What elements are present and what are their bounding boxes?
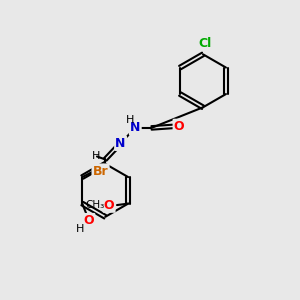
Text: O: O (104, 199, 114, 212)
Text: Br: Br (93, 165, 108, 178)
Text: CH₃: CH₃ (85, 200, 105, 210)
Text: H: H (76, 224, 84, 234)
Text: H: H (126, 115, 134, 125)
Text: N: N (116, 137, 126, 150)
Text: O: O (83, 214, 94, 227)
Text: O: O (174, 120, 184, 133)
Text: H: H (92, 151, 100, 161)
Text: Cl: Cl (199, 37, 212, 50)
Text: N: N (130, 122, 140, 134)
